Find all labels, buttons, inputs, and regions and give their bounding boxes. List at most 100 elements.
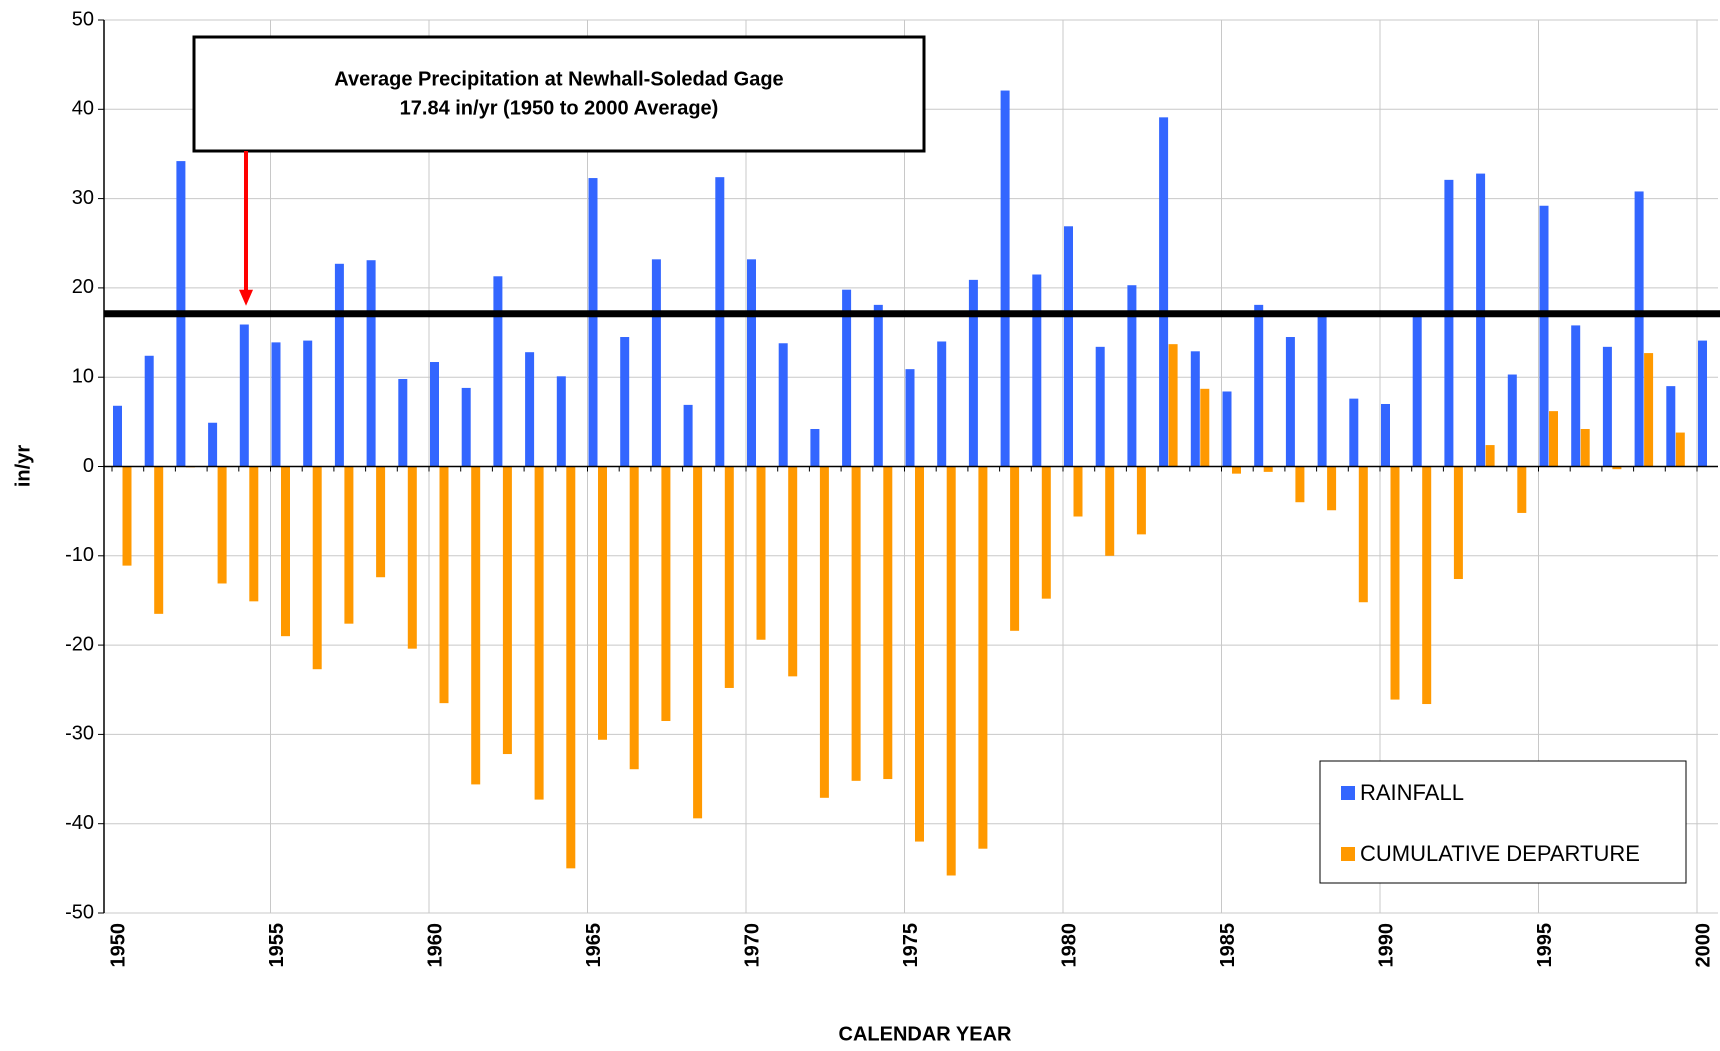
bar xyxy=(1127,285,1137,467)
bar xyxy=(1349,398,1359,467)
bar xyxy=(217,466,227,584)
bar xyxy=(588,178,598,467)
y-tick-label: 50 xyxy=(72,8,94,30)
bar xyxy=(1634,191,1644,467)
x-axis-label: CALENDAR YEAR xyxy=(839,1023,1013,1045)
bar xyxy=(312,466,322,670)
bar xyxy=(978,466,988,849)
bar xyxy=(534,466,544,800)
bar xyxy=(1476,173,1486,467)
bar xyxy=(756,466,766,640)
bar xyxy=(344,466,354,624)
bar xyxy=(1675,432,1685,467)
bar xyxy=(937,341,947,467)
bar xyxy=(376,466,386,578)
bar xyxy=(1549,411,1558,467)
bar xyxy=(651,259,661,467)
bar xyxy=(122,466,132,566)
bar xyxy=(1073,466,1083,517)
y-tick-label: 0 xyxy=(83,455,94,477)
bar xyxy=(493,276,503,467)
bar xyxy=(683,404,693,467)
bar xyxy=(1010,466,1020,631)
bar xyxy=(502,466,512,755)
bar xyxy=(1222,391,1232,467)
bar xyxy=(1612,466,1622,470)
bar xyxy=(778,343,788,467)
bars xyxy=(113,90,1707,876)
bar xyxy=(461,387,471,467)
annotation-line: 17.84 in/yr (1950 to 2000 Average) xyxy=(400,97,719,119)
bar xyxy=(430,362,439,467)
bar xyxy=(1263,466,1273,472)
bar xyxy=(566,466,576,869)
x-tick-label: 1995 xyxy=(1534,923,1556,968)
bar xyxy=(1327,466,1337,511)
y-tick-label: -20 xyxy=(65,633,94,655)
bar xyxy=(715,177,725,467)
bar xyxy=(693,466,703,819)
annotation-line: Average Precipitation at Newhall-Soledad… xyxy=(334,68,783,90)
x-tick-label: 1965 xyxy=(583,923,605,968)
legend-swatch xyxy=(1341,786,1355,800)
bar xyxy=(819,466,829,798)
x-tick-label: 1990 xyxy=(1375,923,1397,968)
bar xyxy=(407,466,417,649)
bar xyxy=(525,352,535,467)
bar xyxy=(968,279,978,467)
bar xyxy=(334,263,344,467)
bar xyxy=(1254,304,1264,467)
bar xyxy=(598,466,607,740)
bar xyxy=(303,340,313,467)
bar xyxy=(1168,344,1178,467)
bar xyxy=(1422,466,1432,705)
y-axis-label: in/yr xyxy=(12,445,34,487)
bar xyxy=(471,466,481,785)
bar xyxy=(1032,274,1042,467)
x-tick-label: 1985 xyxy=(1217,923,1239,968)
bar xyxy=(1507,374,1517,467)
arrow-head xyxy=(239,289,253,306)
legend-label: RAINFALL xyxy=(1360,780,1464,805)
bar xyxy=(915,466,924,842)
bar xyxy=(1105,466,1115,556)
bar xyxy=(1317,312,1327,467)
bar xyxy=(144,355,154,467)
bar xyxy=(788,466,798,677)
y-tick-label: -40 xyxy=(65,812,94,834)
bar xyxy=(1517,466,1527,513)
bar xyxy=(1453,466,1463,580)
bar xyxy=(1000,90,1010,467)
legend-label: CUMULATIVE DEPARTURE xyxy=(1360,841,1640,866)
bar xyxy=(946,466,956,876)
bar xyxy=(1485,445,1495,467)
bar xyxy=(366,260,376,467)
bar xyxy=(851,466,861,781)
y-tick-label: 20 xyxy=(72,276,94,298)
bar xyxy=(1412,314,1422,467)
bar xyxy=(439,466,449,704)
y-tick-label: -50 xyxy=(65,901,94,923)
bar xyxy=(724,466,734,688)
legend-swatch xyxy=(1341,847,1355,861)
bar xyxy=(1381,403,1390,467)
bar xyxy=(239,324,249,467)
bar xyxy=(1539,205,1549,467)
bar xyxy=(1358,466,1368,603)
bar xyxy=(556,376,566,467)
bar xyxy=(1190,351,1200,467)
bar xyxy=(1444,179,1454,467)
x-tick-label: 1980 xyxy=(1058,923,1080,968)
y-tick-label: 30 xyxy=(72,187,94,209)
bar xyxy=(873,304,883,467)
bar xyxy=(810,428,820,467)
x-tick-label: 1955 xyxy=(266,923,288,968)
bar xyxy=(620,337,630,467)
bar xyxy=(208,422,218,467)
bar xyxy=(113,405,122,467)
bar xyxy=(1602,346,1612,467)
bar xyxy=(1295,466,1305,503)
bar xyxy=(271,342,281,467)
bar xyxy=(661,466,671,722)
